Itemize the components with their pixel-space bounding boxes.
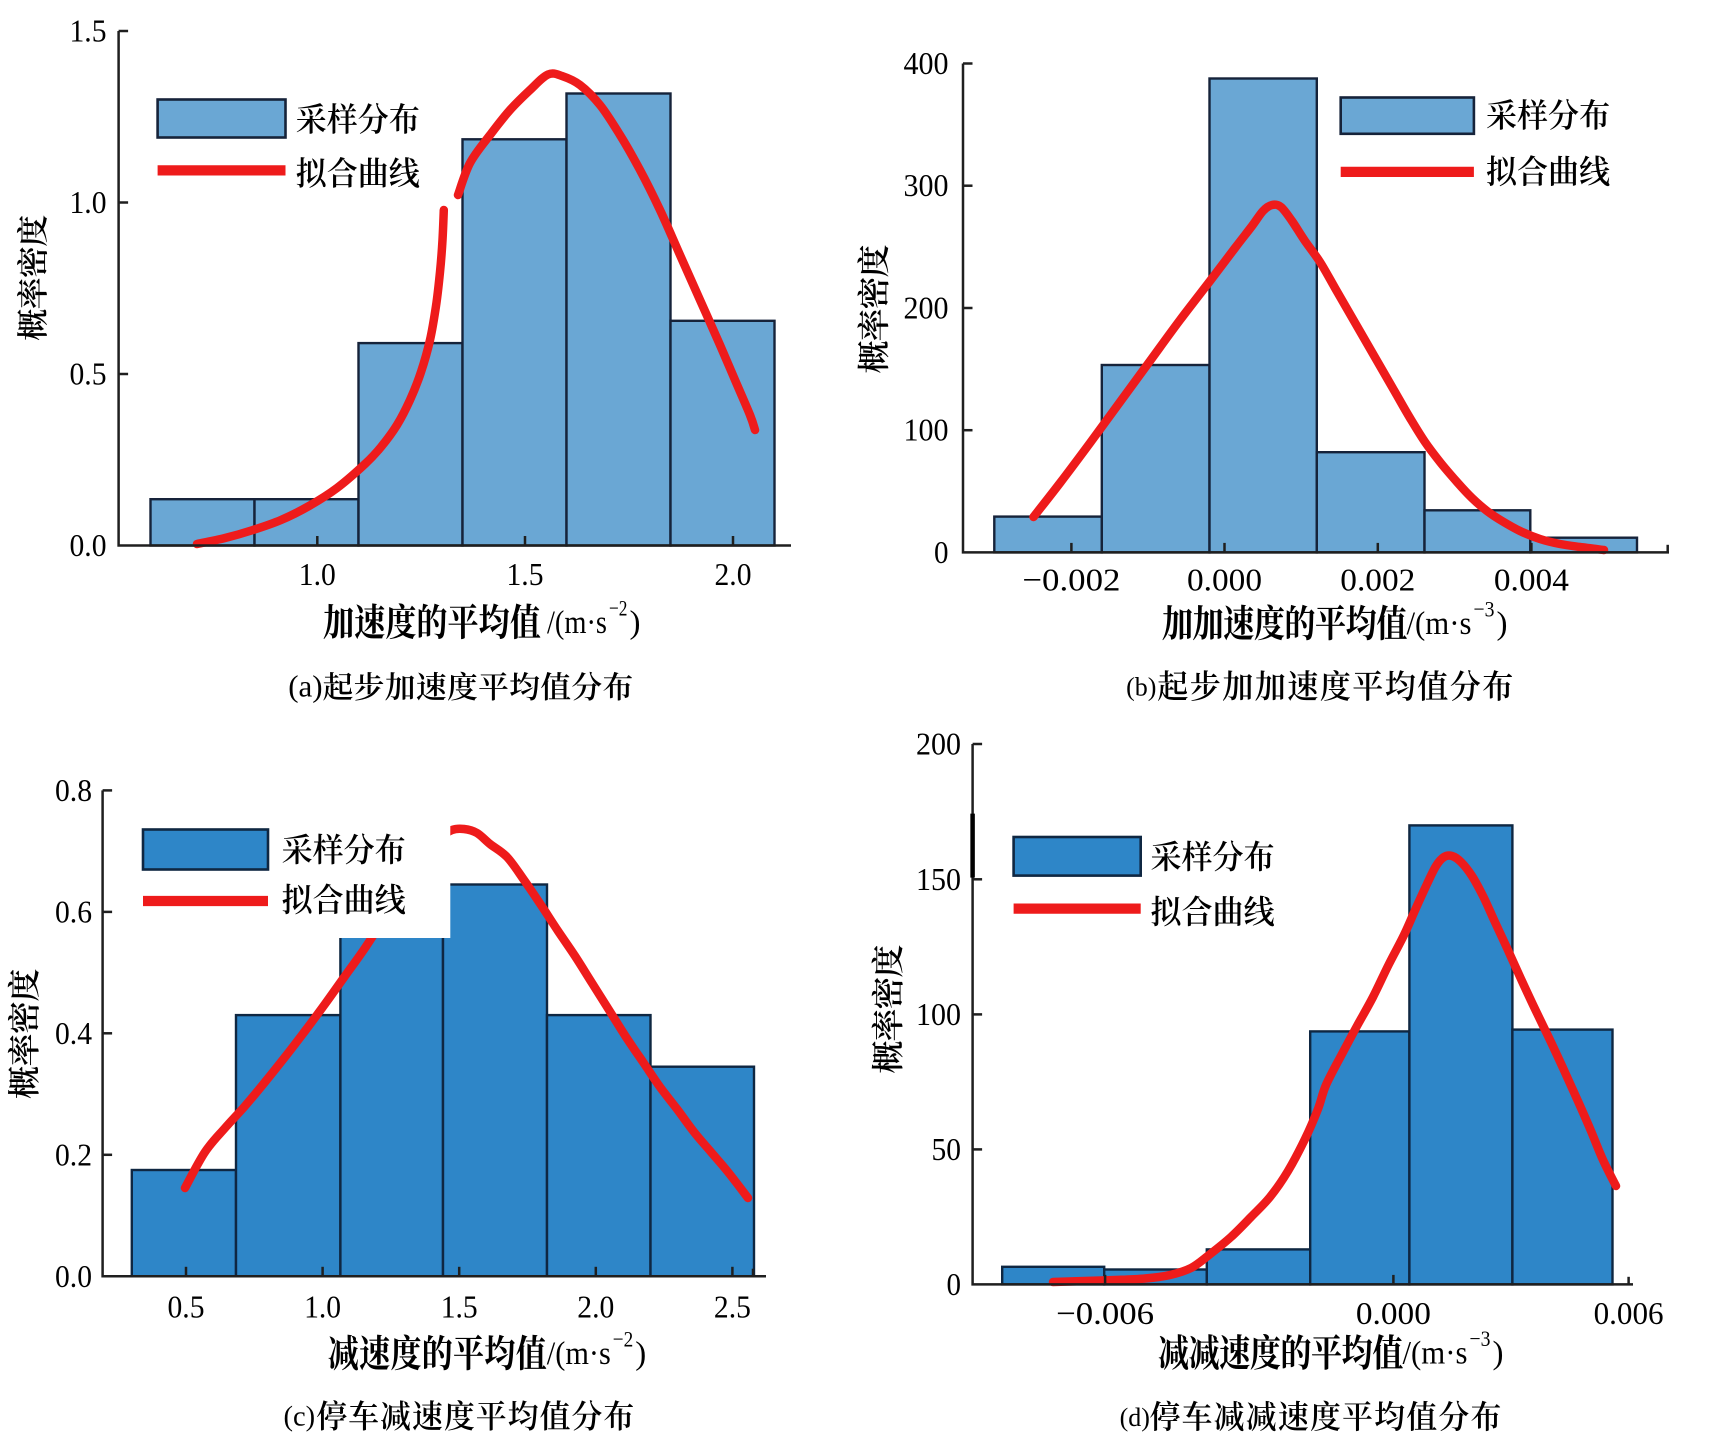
svg-text:−3: −3 — [1470, 1326, 1491, 1351]
svg-text:0: 0 — [934, 534, 949, 570]
svg-text:0.0: 0.0 — [70, 527, 107, 563]
svg-text:/(m·s: /(m·s — [1407, 606, 1472, 642]
svg-text:0.6: 0.6 — [55, 893, 92, 929]
svg-text:−2: −2 — [609, 596, 628, 621]
svg-text:1.0: 1.0 — [304, 1289, 341, 1325]
svg-text:300: 300 — [904, 167, 949, 203]
svg-text:1.5: 1.5 — [507, 556, 544, 592]
svg-text:100: 100 — [916, 996, 961, 1032]
svg-text:): ) — [1497, 606, 1508, 642]
svg-text:50: 50 — [932, 1131, 962, 1167]
svg-text:−0.006: −0.006 — [1056, 1295, 1154, 1331]
svg-text:1.0: 1.0 — [299, 556, 336, 592]
svg-text:2.0: 2.0 — [715, 556, 752, 592]
svg-text:0.5: 0.5 — [70, 356, 107, 392]
svg-text:0.004: 0.004 — [1494, 562, 1569, 598]
svg-text:0.000: 0.000 — [1187, 562, 1262, 598]
svg-text:1.5: 1.5 — [441, 1289, 478, 1325]
svg-text:0.4: 0.4 — [55, 1015, 92, 1051]
svg-text:): ) — [1493, 1336, 1504, 1372]
svg-text:0.000: 0.000 — [1356, 1295, 1431, 1331]
svg-text:1.5: 1.5 — [70, 13, 107, 49]
svg-text:(c): (c) — [284, 1402, 316, 1433]
svg-text:(a): (a) — [288, 668, 322, 703]
svg-text:0.002: 0.002 — [1340, 562, 1415, 598]
svg-text:/(m·s: /(m·s — [1403, 1336, 1468, 1372]
svg-text:0.5: 0.5 — [168, 1289, 205, 1325]
svg-text:): ) — [635, 1336, 646, 1372]
svg-text:2.5: 2.5 — [714, 1289, 751, 1325]
svg-text:200: 200 — [916, 726, 961, 762]
svg-text:): ) — [630, 605, 641, 641]
svg-text:2.0: 2.0 — [577, 1289, 614, 1325]
svg-text:(d): (d) — [1120, 1403, 1150, 1432]
svg-text:(b): (b) — [1126, 673, 1156, 702]
svg-text:0.0: 0.0 — [55, 1258, 92, 1294]
svg-text:100: 100 — [904, 412, 949, 448]
svg-text:/(m·s: /(m·s — [547, 1336, 611, 1372]
svg-text:−2: −2 — [613, 1327, 634, 1352]
svg-text:150: 150 — [916, 861, 961, 897]
svg-text:200: 200 — [904, 290, 949, 326]
svg-text:−0.002: −0.002 — [1022, 562, 1120, 598]
svg-text:1.0: 1.0 — [70, 184, 107, 220]
svg-text:0.2: 0.2 — [55, 1136, 92, 1172]
svg-text:0: 0 — [947, 1266, 962, 1302]
svg-text:/(m·s: /(m·s — [547, 605, 607, 641]
svg-text:0.006: 0.006 — [1594, 1295, 1664, 1331]
svg-text:400: 400 — [904, 45, 949, 81]
svg-text:−3: −3 — [1474, 597, 1495, 622]
svg-text:0.8: 0.8 — [55, 772, 92, 808]
